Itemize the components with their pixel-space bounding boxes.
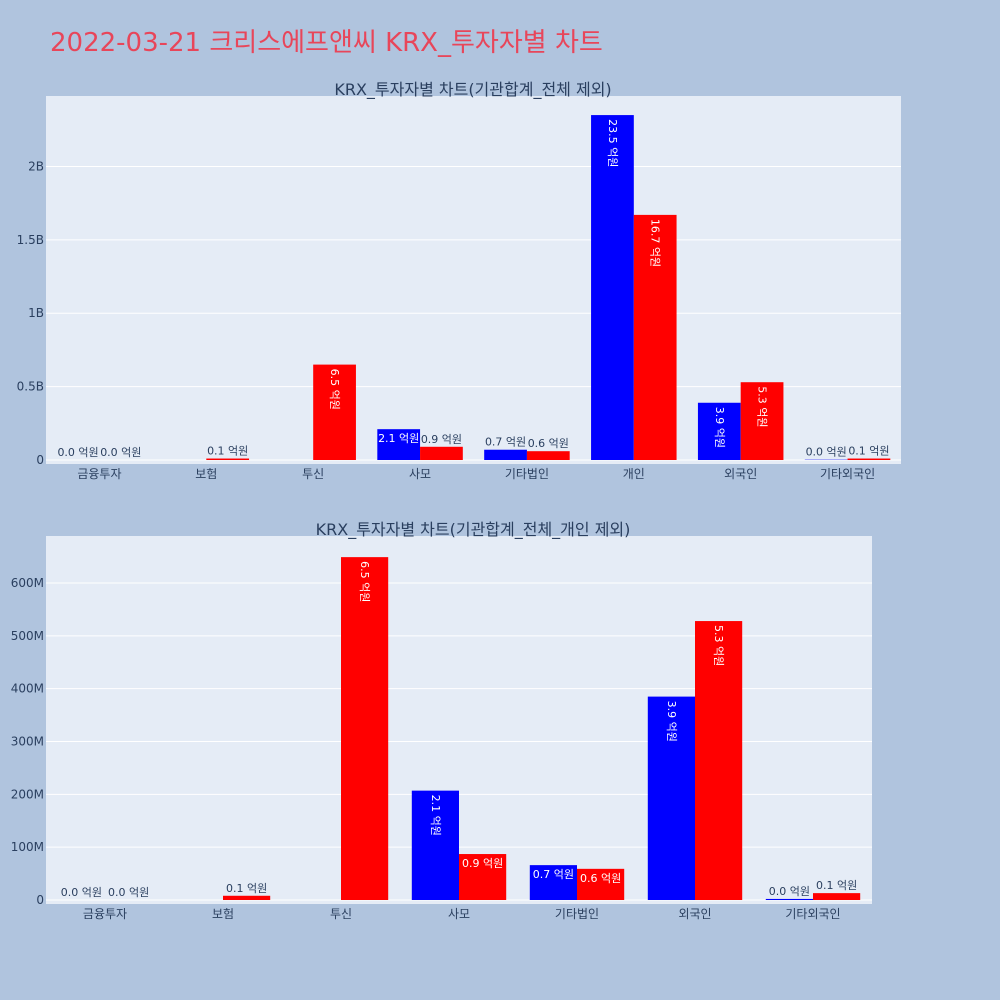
chart-1-bar <box>526 451 570 460</box>
chart-1-xtick-label: 개인 <box>623 467 645 481</box>
chart-1-bar <box>591 115 634 461</box>
chart-1-data-label: 5.3 억원 <box>756 386 769 427</box>
chart-2-bar <box>577 868 625 900</box>
chart-1-data-label: 0.0 억원 <box>806 446 847 459</box>
chart-2-data-label: 2.1 억원 <box>429 795 442 836</box>
chart-2-ytick-label: 200M <box>11 787 44 801</box>
chart-2-bar <box>529 865 577 900</box>
chart-1-ytick-label: 1.5B <box>17 233 44 247</box>
chart-2-bar <box>341 557 389 900</box>
chart-2-bar <box>411 790 459 900</box>
chart-1-xtick-label: 외국인 <box>724 467 757 481</box>
chart-2-data-label: 0.0 억원 <box>769 885 810 898</box>
chart-1-bar <box>697 402 741 460</box>
chart-2-ytick-label: 100M <box>11 840 44 854</box>
chart-1-data-label: 0.1 억원 <box>848 445 889 458</box>
chart-2-data-label: 3.9 억원 <box>665 701 678 742</box>
chart-2: KRX_투자자별 차트(기관합계_전체_개인 제외) 0 100M 200M 300M… <box>11 520 872 921</box>
chart-1-bar <box>633 214 677 460</box>
chart-1-data-label: 0.7 억원 <box>485 436 526 449</box>
chart-1-data-label: 2.1 억원 <box>378 432 419 445</box>
chart-1-bar <box>313 364 356 460</box>
chart-2-xtick-label: 투신 <box>330 907 352 921</box>
chart-2-data-label: 0.0 억원 <box>108 886 149 899</box>
chart-1-data-label: 0.6 억원 <box>528 437 569 450</box>
chart-2-bar <box>459 854 507 900</box>
chart-1-bar <box>484 449 527 460</box>
chart-1-bar <box>420 446 463 460</box>
chart-1-ytick-label: 0.5B <box>17 380 44 394</box>
chart-1-ytick-label: 1B <box>28 306 44 320</box>
chart-1-bar <box>206 458 250 460</box>
chart-2-xtick-label: 기타법인 <box>555 907 599 921</box>
chart-1-data-label: 23.5 억원 <box>606 119 619 167</box>
chart-2-xtick-label: 기타외국인 <box>785 907 840 921</box>
chart-2-bar <box>223 895 271 900</box>
chart-1-xtick-label: 사모 <box>409 467 431 481</box>
chart-1-xtick-label: 기타법인 <box>505 467 549 481</box>
chart-1-bar <box>847 458 891 460</box>
chart-2-data-label: 0.7 억원 <box>533 868 574 881</box>
chart-1-xtick-label: 금융투자 <box>77 467 121 481</box>
chart-1-data-label: 0.1 억원 <box>207 445 248 458</box>
chart-1-xtick-label: 투신 <box>302 467 324 481</box>
chart-2-bar <box>765 898 813 900</box>
chart-2-bar <box>647 696 695 900</box>
chart-2-ytick-label: 600M <box>11 576 44 590</box>
page-title: 2022-03-21 크리스에프앤씨 KRX_투자자별 차트 <box>50 28 603 58</box>
chart-2-xtick-label: 금융투자 <box>83 907 127 921</box>
chart-1-ytick-label: 2B <box>28 159 44 173</box>
chart-2-data-label: 6.5 억원 <box>358 561 371 602</box>
chart-2-data-label: 5.3 억원 <box>712 625 725 666</box>
chart-1-bar <box>740 382 784 460</box>
chart-1: KRX_투자자별 차트(기관합계_전체 제외) 0 0.5B 1B 1.5B 2B 0.0… <box>17 80 901 481</box>
chart-1-data-label: 0.9 억원 <box>421 433 462 446</box>
chart-2-xtick-label: 사모 <box>448 907 470 921</box>
chart-2-ytick-label: 500M <box>11 629 44 643</box>
chart-2-ytick-label: 300M <box>11 735 44 749</box>
chart-1-xtick-label: 보험 <box>195 467 217 481</box>
chart-1-data-label: 0.0 억원 <box>57 446 98 459</box>
chart-2-bar <box>813 893 861 900</box>
chart-2-data-label: 0.6 억원 <box>580 872 621 885</box>
chart-2-bar <box>695 621 743 900</box>
chart-2-ytick-label: 0 <box>36 893 44 907</box>
chart-2-data-label: 0.1 억원 <box>816 879 857 892</box>
chart-1-data-label: 3.9 억원 <box>713 407 726 448</box>
chart-2-data-label: 0.9 억원 <box>462 857 503 870</box>
chart-2-data-label: 0.1 억원 <box>226 882 267 895</box>
chart-1-data-label: 16.7 억원 <box>649 219 662 267</box>
chart-2-title: KRX_투자자별 차트(기관합계_전체_개인 제외) <box>316 520 631 540</box>
chart-2-data-label: 0.0 억원 <box>61 886 102 899</box>
chart-2-xtick-label: 보험 <box>212 907 234 921</box>
chart-1-bar <box>377 429 421 460</box>
chart-1-data-label: 0.0 억원 <box>100 446 141 459</box>
chart-1-data-label: 6.5 억원 <box>328 369 341 410</box>
chart-2-ytick-label: 400M <box>11 682 44 696</box>
chart-1-ytick-label: 0 <box>36 453 44 467</box>
chart-2-xtick-label: 외국인 <box>678 907 711 921</box>
chart-1-title: KRX_투자자별 차트(기관합계_전체 제외) <box>334 80 611 100</box>
chart-1-xtick-label: 기타외국인 <box>820 467 875 481</box>
